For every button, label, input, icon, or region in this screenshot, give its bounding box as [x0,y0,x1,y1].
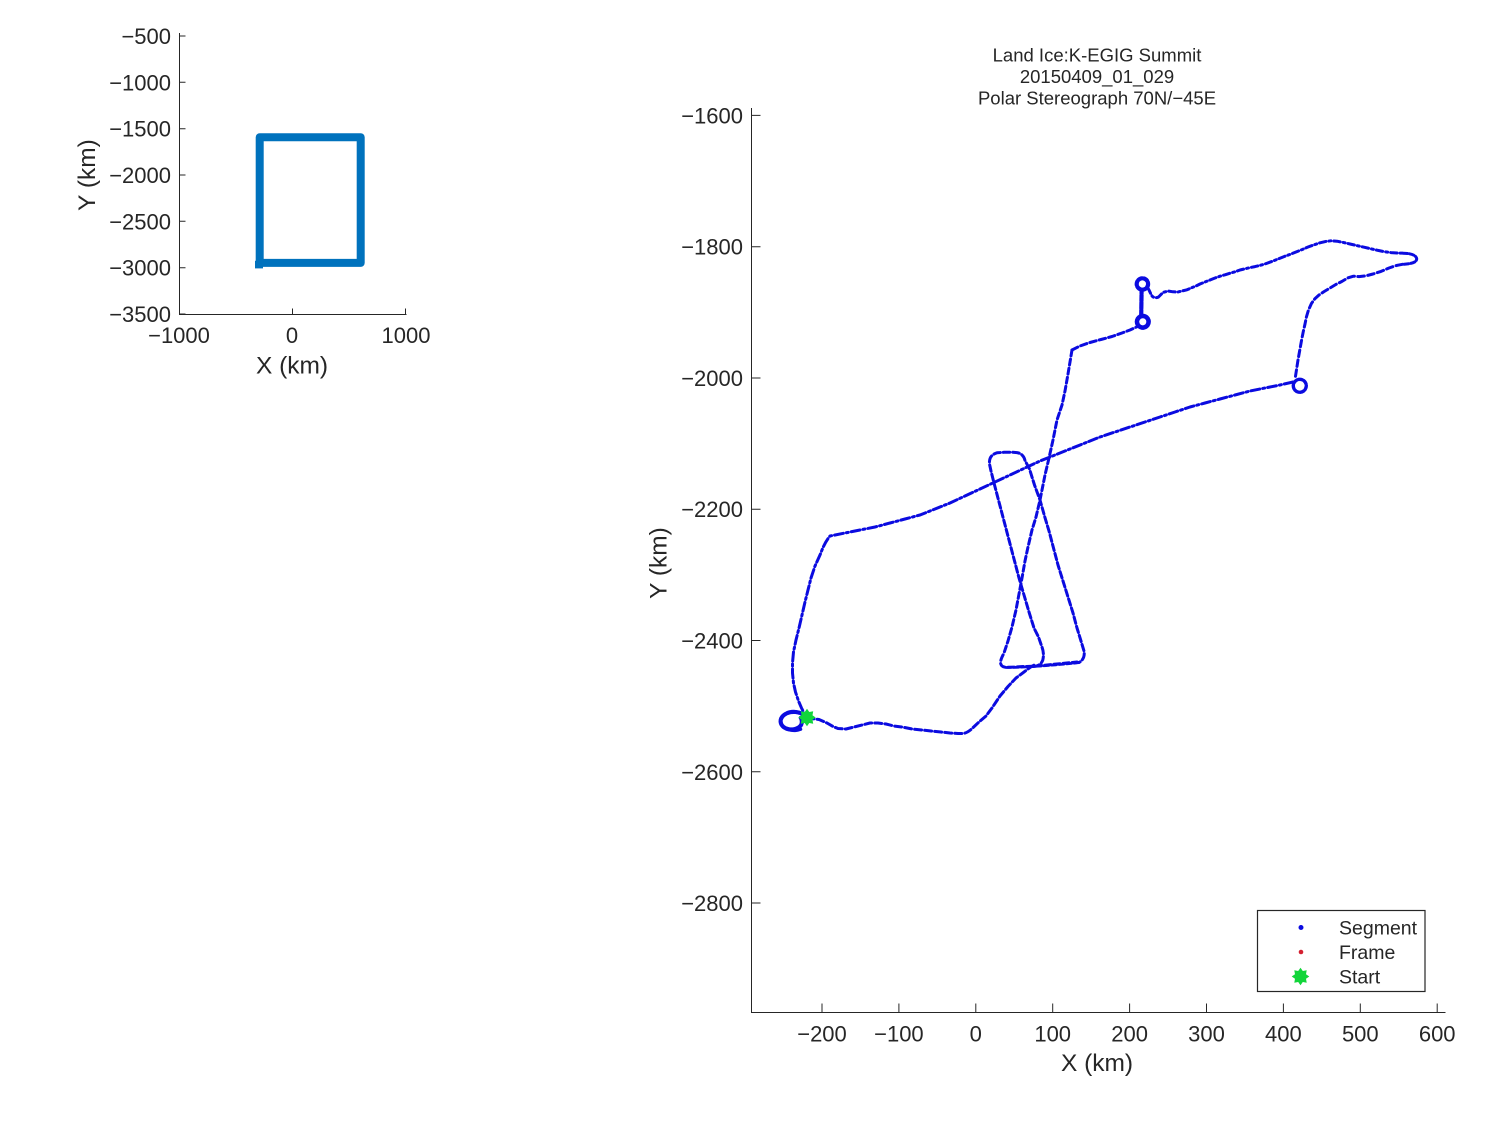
svg-text:−2500: −2500 [109,209,171,234]
svg-text:−1800: −1800 [681,235,743,260]
svg-text:Start: Start [1339,967,1381,989]
svg-text:400: 400 [1265,1022,1302,1047]
svg-text:X (km): X (km) [256,353,328,380]
svg-text:Polar Stereograph 70N/−45E: Polar Stereograph 70N/−45E [978,88,1216,109]
svg-text:200: 200 [1111,1022,1148,1047]
svg-text:−1000: −1000 [109,70,171,95]
svg-text:−3500: −3500 [109,302,171,327]
svg-text:−2600: −2600 [681,760,743,785]
svg-text:−1000: −1000 [148,323,210,348]
svg-text:−1600: −1600 [681,103,743,128]
svg-text:−2800: −2800 [681,891,743,916]
svg-text:−200: −200 [797,1022,847,1047]
svg-text:Land Ice:K-EGIG Summit: Land Ice:K-EGIG Summit [993,45,1202,66]
svg-text:−2000: −2000 [681,366,743,391]
svg-text:Y (km): Y (km) [646,527,673,599]
svg-text:0: 0 [970,1022,982,1047]
svg-text:100: 100 [1034,1022,1071,1047]
svg-text:300: 300 [1188,1022,1225,1047]
svg-text:0: 0 [286,323,298,348]
svg-text:Y (km): Y (km) [74,139,101,211]
svg-text:600: 600 [1419,1022,1456,1047]
svg-text:X (km): X (km) [1061,1050,1133,1077]
svg-text:−2000: −2000 [109,163,171,188]
svg-text:−1500: −1500 [109,117,171,142]
svg-text:Frame: Frame [1339,942,1395,964]
svg-text:−500: −500 [121,24,171,49]
svg-text:−2400: −2400 [681,629,743,654]
svg-text:−3000: −3000 [109,256,171,281]
svg-text:Segment: Segment [1339,918,1418,940]
svg-text:−2200: −2200 [681,497,743,522]
svg-text:1000: 1000 [382,323,431,348]
svg-text:500: 500 [1342,1022,1379,1047]
svg-text:20150409_01_029: 20150409_01_029 [1020,66,1174,88]
svg-text:−100: −100 [874,1022,924,1047]
